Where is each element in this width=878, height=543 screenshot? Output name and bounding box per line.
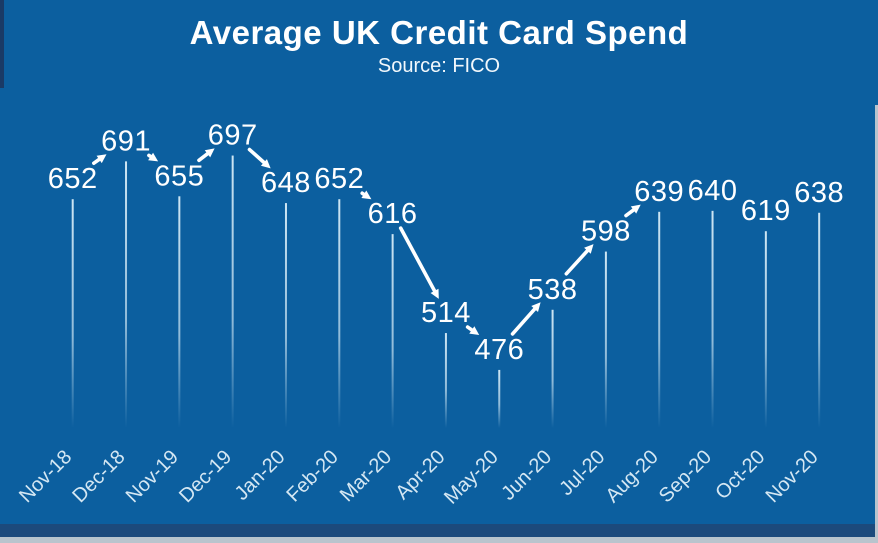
x-axis-tick-label: Jan-20 — [231, 446, 290, 505]
drop-line — [231, 155, 234, 429]
connector-line — [247, 147, 268, 166]
drop-line — [498, 369, 501, 428]
drop-line — [444, 333, 447, 428]
x-axis-tick-label: Aug-20 — [602, 446, 663, 507]
data-label: 514 — [421, 297, 471, 329]
drop-line — [604, 251, 607, 428]
drop-line — [391, 234, 394, 428]
data-label: 691 — [101, 125, 151, 157]
x-axis-tick-label: Nov-19 — [122, 446, 183, 507]
connector-line — [197, 150, 211, 163]
data-label: 652 — [314, 163, 364, 195]
data-label: 648 — [261, 167, 311, 199]
connector-arrowhead — [630, 204, 641, 214]
right-edge-strip — [875, 105, 878, 543]
x-axis-tick-label: May-20 — [440, 446, 503, 509]
x-axis-tick-label: Oct-20 — [711, 446, 769, 504]
x-axis-tick-label: Dec-19 — [175, 446, 236, 507]
drop-line — [71, 199, 74, 428]
connector-line — [510, 305, 538, 336]
data-label: 538 — [528, 274, 578, 306]
data-label: 616 — [368, 198, 418, 230]
drop-line — [658, 211, 661, 428]
x-axis-tick-label: Jun-20 — [497, 446, 556, 505]
connector-arrowhead — [469, 326, 480, 336]
x-axis-tick-label: Nov-18 — [15, 446, 76, 507]
drop-line — [818, 212, 821, 428]
bottom-edge-strip — [0, 537, 878, 543]
connector-line — [564, 247, 591, 276]
connector-arrowhead — [96, 154, 107, 164]
connector-arrowhead — [260, 159, 271, 169]
drop-line — [284, 203, 287, 428]
connector-arrowhead — [204, 148, 215, 158]
data-label: 598 — [581, 216, 631, 248]
data-label: 652 — [48, 163, 98, 195]
x-axis-tick-label: Mar-20 — [336, 446, 396, 506]
drop-line — [764, 231, 767, 428]
data-label: 655 — [154, 160, 204, 192]
connector-arrowhead — [430, 288, 439, 299]
drop-line — [711, 210, 714, 428]
drop-line — [338, 199, 341, 428]
left-edge-strip — [0, 0, 4, 88]
data-label: 638 — [794, 177, 844, 209]
x-axis-tick-label: Sep-20 — [655, 446, 716, 507]
chart-subtitle: Source: FICO — [377, 55, 501, 77]
x-axis-tick-label: Feb-20 — [282, 446, 342, 506]
x-axis-tick-label: Dec-18 — [68, 446, 129, 507]
data-label: 639 — [634, 176, 684, 208]
connector-arrowhead — [148, 152, 159, 162]
connector-arrowhead — [361, 190, 372, 200]
connector-arrowhead — [531, 302, 541, 313]
drop-line — [178, 196, 181, 428]
chart-title: Average UK Credit Card Spend — [189, 14, 689, 51]
connector-arrowhead — [584, 244, 594, 254]
drop-line — [125, 161, 128, 428]
data-label: 640 — [688, 175, 738, 207]
drop-line — [551, 309, 554, 428]
x-axis-tick-label: Nov-20 — [762, 446, 823, 507]
data-label: 697 — [208, 120, 258, 152]
connector-line — [398, 226, 438, 295]
data-label: 619 — [741, 195, 791, 227]
data-label: 476 — [474, 334, 524, 366]
bottom-navy-bar — [0, 524, 878, 537]
x-axis-tick-label: Apr-20 — [391, 446, 449, 504]
